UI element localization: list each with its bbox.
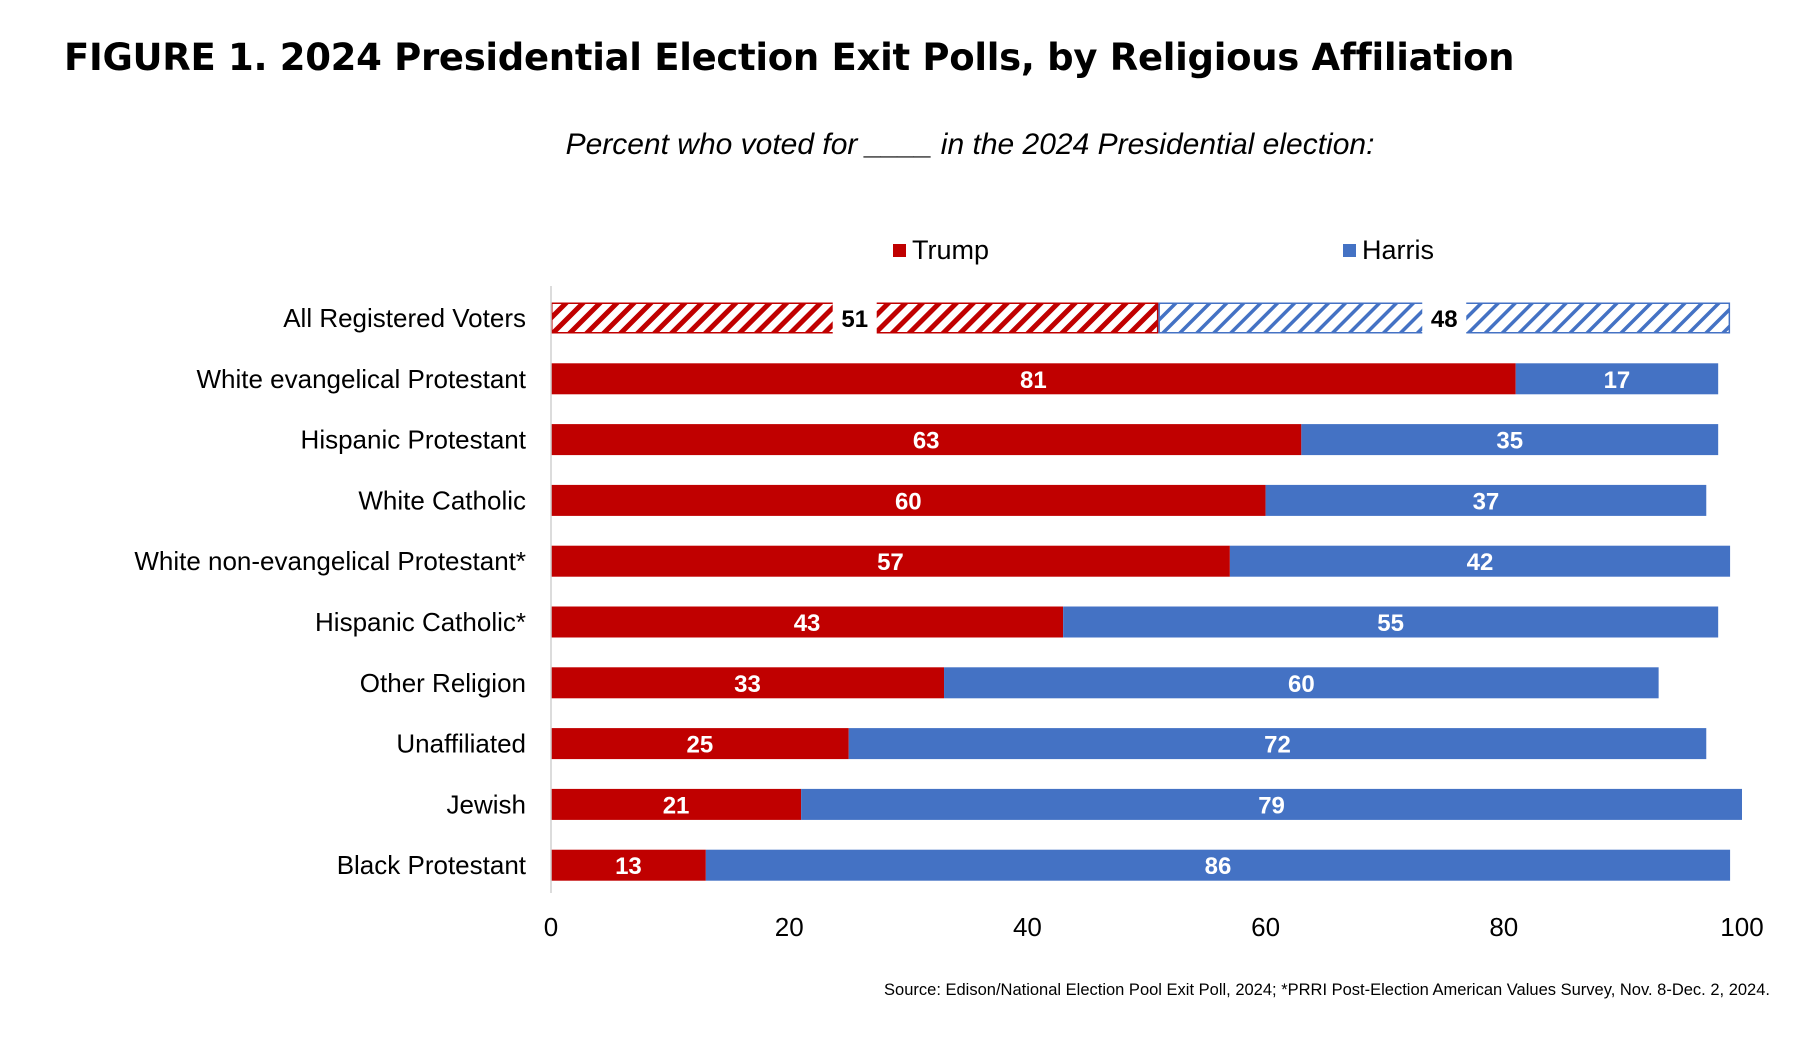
category-label-unaffiliated: Unaffiliated — [396, 729, 526, 759]
category-label-hispanic-protestant: Hispanic Protestant — [301, 425, 527, 455]
value-label-hispanic-catholic-trump: 43 — [794, 610, 821, 637]
value-label-hispanic-protestant-trump: 63 — [913, 428, 940, 455]
chart-title: FIGURE 1. 2024 Presidential Election Exi… — [64, 36, 1515, 79]
bar-white-non-evangelical-protestant-trump — [551, 545, 1230, 577]
category-label-hispanic-catholic: Hispanic Catholic* — [315, 607, 526, 637]
category-label-jewish: Jewish — [447, 789, 526, 819]
label-bg-all-registered-voters-trump — [832, 301, 877, 335]
legend-item-harris: Harris — [1343, 234, 1434, 266]
bar-other-religion-trump — [551, 667, 945, 699]
x-tick-label-0: 0 — [544, 912, 558, 942]
bar-unaffiliated-trump — [551, 728, 849, 760]
bar-black-protestant-harris — [705, 849, 1731, 881]
value-label-black-protestant-trump: 13 — [615, 853, 642, 880]
bar-hispanic-protestant-trump — [551, 424, 1302, 456]
category-label-white-catholic: White Catholic — [358, 485, 526, 515]
value-label-white-evangelical-protestant-harris: 17 — [1604, 367, 1631, 394]
source-note: Source: Edison/National Election Pool Ex… — [884, 981, 1770, 999]
bar-white-evangelical-protestant-harris — [1515, 363, 1719, 395]
value-label-jewish-trump: 21 — [663, 792, 690, 819]
bar-jewish-harris — [801, 788, 1742, 820]
label-bg-all-registered-voters-harris — [1422, 301, 1467, 335]
value-label-unaffiliated-harris: 72 — [1264, 732, 1291, 759]
value-label-all-registered-voters-trump: 51 — [841, 306, 868, 333]
bar-black-protestant-trump — [551, 849, 706, 881]
chart-subtitle: Percent who voted for ____ in the 2024 P… — [565, 128, 1375, 161]
category-label-other-religion: Other Religion — [360, 668, 526, 698]
value-label-black-protestant-harris: 86 — [1205, 853, 1232, 880]
x-tick-label-60: 60 — [1251, 912, 1280, 942]
legend-label-harris: Harris — [1362, 234, 1434, 265]
value-label-jewish-harris: 79 — [1258, 792, 1285, 819]
value-label-other-religion-trump: 33 — [734, 671, 761, 698]
value-label-white-non-evangelical-protestant-harris: 42 — [1467, 549, 1494, 576]
legend-swatch-trump — [893, 243, 906, 257]
value-label-unaffiliated-trump: 25 — [687, 732, 714, 759]
x-tick-label-100: 100 — [1720, 912, 1763, 942]
category-label-white-evangelical-protestant: White evangelical Protestant — [196, 364, 526, 394]
value-label-white-evangelical-protestant-trump: 81 — [1020, 367, 1047, 394]
value-label-hispanic-catholic-harris: 55 — [1377, 610, 1404, 637]
bar-hispanic-catholic-harris — [1063, 606, 1719, 638]
value-label-white-catholic-trump: 60 — [895, 488, 922, 515]
category-label-white-non-evangelical-protestant: White non-evangelical Protestant* — [134, 546, 526, 576]
bar-hispanic-catholic-trump — [551, 606, 1064, 638]
legend-label-trump: Trump — [912, 234, 990, 265]
bar-white-non-evangelical-protestant-harris — [1229, 545, 1731, 577]
bar-unaffiliated-harris — [848, 728, 1707, 760]
legend-swatch-harris — [1343, 243, 1356, 257]
value-label-other-religion-harris: 60 — [1288, 671, 1315, 698]
x-tick-label-80: 80 — [1489, 912, 1518, 942]
bar-white-catholic-harris — [1265, 484, 1707, 516]
category-label-black-protestant: Black Protestant — [337, 850, 527, 880]
bar-other-religion-harris — [944, 667, 1659, 699]
value-label-hispanic-protestant-harris: 35 — [1496, 428, 1523, 455]
bar-white-catholic-trump — [551, 484, 1266, 516]
bar-white-evangelical-protestant-trump — [551, 363, 1516, 395]
category-label-all-registered-voters: All Registered Voters — [283, 303, 526, 333]
bar-jewish-trump — [551, 788, 802, 820]
x-tick-label-20: 20 — [775, 912, 804, 942]
bar-hispanic-protestant-harris — [1301, 424, 1719, 456]
value-label-all-registered-voters-harris: 48 — [1431, 306, 1458, 333]
legend-item-trump: Trump — [893, 234, 989, 266]
x-tick-label-40: 40 — [1013, 912, 1042, 942]
value-label-white-non-evangelical-protestant-trump: 57 — [877, 549, 904, 576]
value-label-white-catholic-harris: 37 — [1473, 488, 1500, 515]
